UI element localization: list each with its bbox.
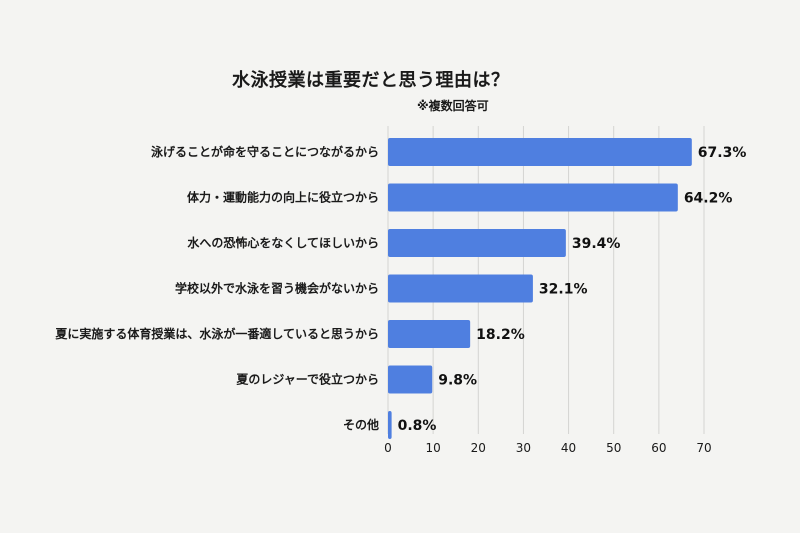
bar — [388, 229, 566, 257]
chart-title: 水泳授業は重要だと思う理由は？ — [232, 70, 510, 91]
value-label: 0.8% — [398, 418, 437, 434]
bars — [388, 138, 692, 439]
x-tick-label: 70 — [696, 441, 711, 455]
category-label: 体力・運動能力の向上に役立つから — [187, 190, 379, 205]
x-tick-label: 60 — [651, 441, 666, 455]
value-label: 64.2% — [684, 191, 733, 207]
x-tick-label: 10 — [426, 441, 441, 455]
bar — [388, 365, 433, 394]
category-label: 夏に実施する体育授業は、水泳が一番適していると思うから — [55, 326, 379, 341]
bar — [388, 320, 471, 348]
value-label: 32.1% — [539, 282, 588, 298]
bar — [388, 138, 692, 166]
category-label: その他 — [343, 417, 379, 432]
category-label: 夏のレジャーで役立つから — [236, 372, 379, 387]
category-label: 水への恐怖心をなくしてほしいから — [187, 235, 379, 250]
labels: 0 10 20 30 40 50 60 70 泳げることが命を守ることにつながるから 67.3% 体… — [55, 144, 746, 455]
chart-subtitle: ※複数回答可 — [417, 99, 489, 113]
bar — [388, 183, 678, 212]
value-label: 67.3% — [698, 145, 747, 161]
x-tick-label: 20 — [471, 441, 486, 455]
category-label: 泳げることが命を守ることにつながるから — [151, 144, 379, 159]
value-label: 39.4% — [572, 236, 621, 252]
x-tick-label: 40 — [561, 441, 576, 455]
x-tick-label: 0 — [384, 441, 392, 455]
bar — [388, 411, 392, 439]
bar — [388, 274, 533, 303]
category-label: 学校以外で水泳を習う機会がないから — [175, 281, 379, 296]
x-tick-label: 50 — [606, 441, 621, 455]
x-tick-label: 30 — [516, 441, 531, 455]
value-label: 9.8% — [438, 373, 477, 389]
value-label: 18.2% — [476, 327, 525, 343]
